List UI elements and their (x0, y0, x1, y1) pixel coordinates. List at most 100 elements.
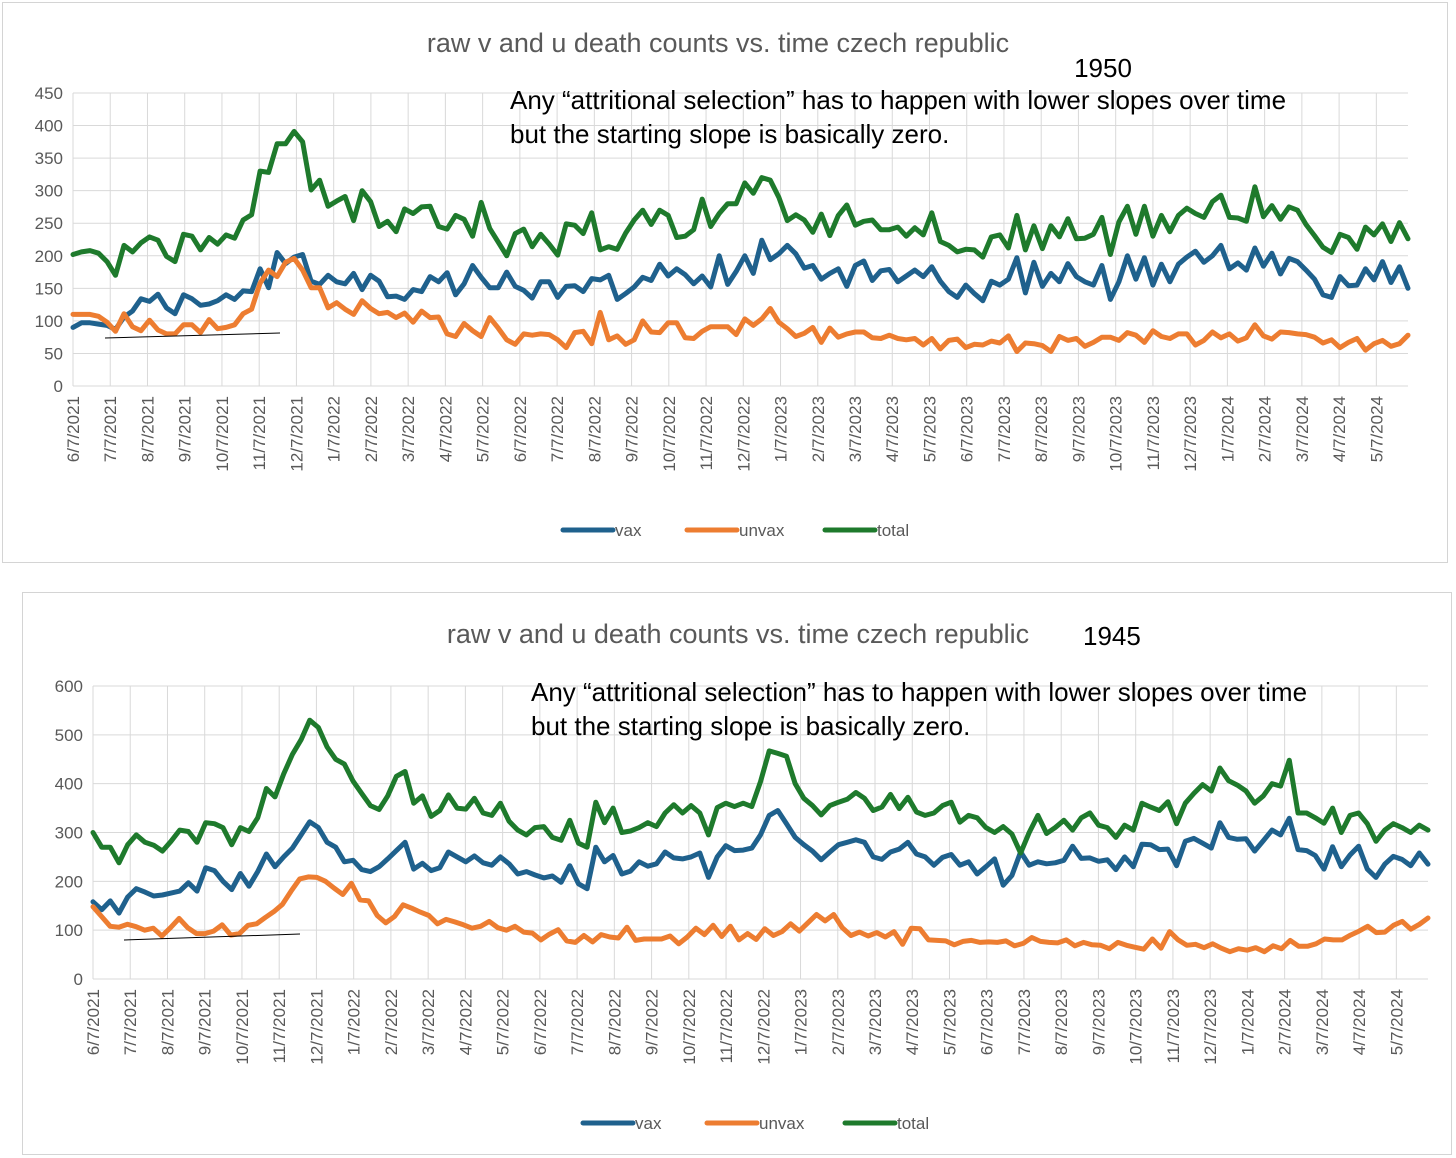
y-tick-label: 300 (55, 824, 83, 843)
legend-label-vax: vax (615, 521, 642, 540)
x-tick-label: 10/7/2021 (213, 396, 232, 472)
x-tick-label: 4/7/2022 (456, 989, 475, 1055)
x-tick-label: 1/7/2022 (345, 989, 364, 1055)
y-tick-label: 450 (35, 84, 63, 103)
y-tick-label: 300 (35, 182, 63, 201)
x-tick-label: 10/7/2023 (1107, 396, 1126, 472)
y-tick-label: 100 (55, 921, 83, 940)
x-tick-label: 8/7/2023 (1052, 989, 1071, 1055)
y-tick-label: 100 (35, 312, 63, 331)
x-tick-label: 4/7/2023 (903, 989, 922, 1055)
x-tick-label: 10/7/2021 (233, 989, 252, 1065)
x-tick-label: 10/7/2022 (680, 989, 699, 1065)
x-tick-label: 7/7/2023 (1015, 989, 1034, 1055)
x-tick-label: 3/7/2023 (866, 989, 885, 1055)
x-tick-label: 8/7/2022 (585, 396, 604, 462)
x-tick-label: 3/7/2024 (1313, 989, 1332, 1055)
x-tick-label: 6/7/2023 (958, 396, 977, 462)
x-tick-label: 1/7/2024 (1238, 989, 1257, 1055)
annotation-line-1: Any “attritional selection” has to happe… (531, 677, 1307, 707)
chart-title-note: 1945 (1083, 621, 1141, 651)
grid (92, 685, 1428, 980)
x-tick-label: 5/7/2022 (474, 396, 493, 462)
x-tick-label: 2/7/2023 (829, 989, 848, 1055)
chart-title: raw v and u death counts vs. time czech … (427, 28, 1009, 58)
series-line-vax (90, 808, 1431, 916)
legend-label-total: total (877, 521, 909, 540)
x-tick-label: 5/7/2022 (494, 989, 513, 1055)
x-tick-label: 8/7/2023 (1032, 396, 1051, 462)
y-tick-label: 250 (35, 214, 63, 233)
x-tick-label: 7/7/2022 (568, 989, 587, 1055)
x-tick-label: 4/7/2023 (883, 396, 902, 462)
y-tick-label: 150 (35, 279, 63, 298)
y-tick-label: 500 (55, 726, 83, 745)
x-tick-label: 3/7/2022 (419, 989, 438, 1055)
chart-panel-1950: raw v and u death counts vs. time czech … (2, 2, 1448, 563)
annotation-line-1: Any “attritional selection” has to happe… (510, 85, 1286, 115)
x-tick-label: 9/7/2021 (196, 989, 215, 1055)
x-tick-label: 6/7/2021 (64, 396, 83, 462)
x-tick-label: 8/7/2021 (158, 989, 177, 1055)
legend-label-unvax: unvax (759, 1114, 805, 1133)
chart-panel-1945: raw v and u death counts vs. time czech … (22, 592, 1452, 1155)
x-tick-label: 11/7/2021 (270, 989, 289, 1063)
x-tick-label: 11/7/2022 (697, 396, 716, 470)
x-tick-label: 2/7/2022 (362, 396, 381, 462)
x-axis: 6/7/2021 7/7/2021 8/7/2021 9/7/2021 10/7/202… (84, 989, 1406, 1065)
x-tick-label: 4/7/2022 (436, 396, 455, 462)
x-tick-label: 4/7/2024 (1330, 396, 1349, 462)
x-tick-label: 10/7/2023 (1127, 989, 1146, 1065)
annotation-line-2: but the starting slope is basically zero… (531, 711, 970, 741)
x-tick-label: 11/7/2021 (250, 396, 269, 470)
x-tick-label: 2/7/2024 (1276, 989, 1295, 1055)
series-line-total (70, 128, 1411, 278)
x-tick-label: 3/7/2024 (1293, 396, 1312, 462)
x-tick-label: 1/7/2023 (772, 396, 791, 462)
x-tick-label: 8/7/2022 (605, 989, 624, 1055)
x-tick-label: 9/7/2023 (1069, 396, 1088, 462)
legend-label-vax: vax (635, 1114, 662, 1133)
series-line-unvax (70, 255, 1411, 354)
y-tick-label: 0 (54, 377, 63, 396)
x-tick-label: 12/7/2022 (734, 396, 753, 472)
plot-area (90, 717, 1431, 955)
x-tick-label: 6/7/2022 (511, 396, 530, 462)
x-tick-label: 1/7/2022 (325, 396, 344, 462)
x-tick-label: 5/7/2024 (1367, 396, 1386, 462)
x-tick-label: 12/7/2023 (1181, 396, 1200, 472)
series-line-vax (70, 237, 1411, 332)
chart-1950: raw v and u death counts vs. time czech … (35, 28, 1411, 540)
trend-line (104, 332, 281, 339)
x-tick-label: 2/7/2022 (382, 989, 401, 1055)
legend-label-unvax: unvax (739, 521, 785, 540)
y-tick-label: 200 (35, 247, 63, 266)
x-tick-label: 3/7/2023 (846, 396, 865, 462)
x-tick-label: 9/7/2022 (623, 396, 642, 462)
x-tick-label: 5/7/2023 (940, 989, 959, 1055)
x-tick-label: 9/7/2022 (643, 989, 662, 1055)
x-tick-label: 12/7/2021 (287, 396, 306, 472)
x-tick-label: 5/7/2024 (1387, 989, 1406, 1055)
y-tick-label: 200 (55, 872, 83, 891)
legend: vax unvax total (560, 521, 909, 540)
x-tick-label: 8/7/2021 (138, 396, 157, 462)
trend-line (123, 933, 301, 941)
y-tick-label: 350 (35, 149, 63, 168)
x-tick-label: 7/7/2021 (101, 396, 120, 462)
x-tick-label: 1/7/2024 (1218, 396, 1237, 462)
x-axis: 6/7/2021 7/7/2021 8/7/2021 9/7/2021 10/7/202… (64, 396, 1386, 472)
chart-title: raw v and u death counts vs. time czech … (447, 619, 1029, 649)
y-tick-label: 400 (55, 775, 83, 794)
x-tick-label: 4/7/2024 (1350, 989, 1369, 1055)
x-tick-label: 11/7/2022 (717, 989, 736, 1063)
x-tick-label: 2/7/2023 (809, 396, 828, 462)
x-tick-label: 3/7/2022 (399, 396, 418, 462)
x-tick-label: 11/7/2023 (1164, 989, 1183, 1063)
x-tick-label: 5/7/2023 (920, 396, 939, 462)
legend: vax unvax total (580, 1114, 929, 1133)
x-tick-label: 9/7/2023 (1089, 989, 1108, 1055)
y-axis: 0 100 200 300 400 500 600 (55, 677, 83, 989)
y-tick-label: 600 (55, 677, 83, 696)
y-axis: 0 50 100 150 200 250 300 350 400 450 (35, 84, 63, 396)
